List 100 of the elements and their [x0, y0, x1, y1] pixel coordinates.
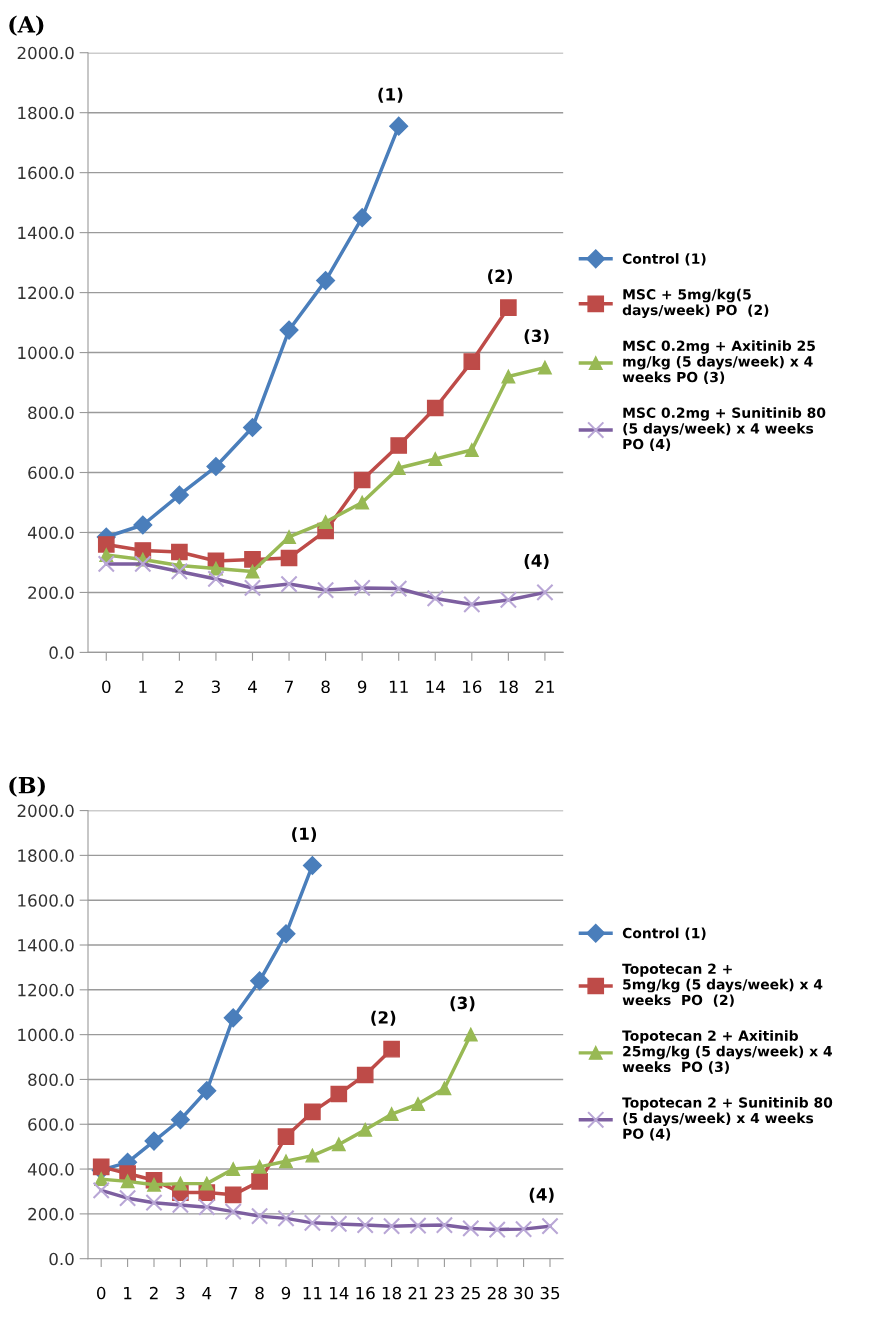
annotation: (3) [450, 996, 475, 1012]
point [244, 551, 261, 568]
legend-label: Topotecan 2 + Axitinib 25mg/kg (5 days/week) x 4 weeks PO (3) [622, 1030, 832, 1074]
point [358, 1122, 373, 1137]
point [331, 1137, 346, 1152]
point [411, 1097, 425, 1112]
point [251, 1173, 268, 1190]
point [384, 1107, 399, 1122]
annotation: (4) [524, 554, 549, 569]
x-tick-label: 0 [102, 680, 111, 694]
point [355, 495, 370, 510]
point [330, 1085, 348, 1103]
point [144, 1131, 164, 1151]
point [280, 549, 298, 567]
point [305, 1148, 320, 1163]
x-tick-label: 9 [281, 1286, 291, 1300]
x-tick-label: 23 [435, 1286, 454, 1300]
x-tick-label: 21 [408, 1286, 428, 1300]
y-tick-label: 1800.0 [18, 106, 74, 120]
legend-label: Topotecan 2 + 5mg/kg (5 days/week) x 4 weeks PO (2) [622, 963, 823, 1007]
annotation: (1) [292, 827, 317, 842]
legend-label: Control (1) [622, 253, 706, 266]
y-tick-label: 1800.0 [18, 849, 74, 862]
point [250, 971, 270, 991]
legend-label: MSC 0.2mg + Sunitinib 80 (5 days/week) x 4 weeks PO (4) [623, 407, 826, 451]
x-tick-label: 18 [382, 1286, 402, 1300]
x-tick-label: 18 [499, 680, 518, 694]
y-tick-label: 0.0 [49, 1252, 74, 1266]
annotation: (3) [524, 329, 549, 345]
point [92, 1158, 110, 1176]
y-tick-label: 2000.0 [17, 804, 74, 818]
x-tick-label: 1 [124, 1286, 132, 1300]
x-tick-label: 11 [303, 1286, 322, 1300]
y-tick-label: 1000.0 [18, 346, 74, 360]
point [428, 452, 443, 466]
point [242, 417, 263, 438]
point [197, 1081, 217, 1101]
point [537, 360, 552, 375]
x-tick-label: 2 [149, 1286, 158, 1300]
x-tick-label: 0 [97, 1286, 106, 1300]
x-tick-label: 8 [255, 1286, 264, 1300]
y-tick-label: 400.0 [27, 1163, 74, 1176]
y-tick-label: 200.0 [28, 1207, 74, 1221]
y-tick-label: 1000.0 [18, 1028, 74, 1042]
y-tick-label: 1200.0 [18, 286, 74, 300]
chart-title: (B) [9, 776, 45, 797]
x-tick-label: 25 [461, 1286, 480, 1300]
point [206, 456, 226, 477]
x-tick-label: 7 [285, 680, 293, 693]
point [426, 399, 444, 417]
point [463, 353, 481, 370]
x-tick-label: 11 [389, 680, 408, 693]
x-tick-label: 14 [330, 1286, 349, 1300]
y-tick-label: 200.0 [28, 586, 74, 600]
point [500, 299, 517, 316]
legend-label: MSC + 5mg/kg(5 days/week) PO (2) [622, 288, 769, 319]
point [389, 116, 409, 136]
y-tick-label: 1400.0 [18, 938, 74, 952]
x-tick-label: 21 [535, 680, 554, 693]
point [390, 437, 408, 454]
point [199, 1176, 214, 1191]
point [383, 1040, 400, 1058]
point [501, 369, 516, 384]
point [316, 271, 336, 291]
legend-label: Control (1) [622, 927, 706, 940]
point [304, 1103, 321, 1121]
annotation: (4) [529, 1187, 554, 1203]
point [173, 1176, 188, 1191]
point [223, 1008, 243, 1028]
point [282, 530, 296, 544]
point [318, 515, 333, 529]
annotation: (2) [371, 1010, 396, 1026]
y-tick-label: 1600.0 [18, 166, 74, 180]
point [464, 443, 479, 457]
y-tick-label: 2000.0 [17, 46, 74, 60]
point [147, 1177, 161, 1192]
x-tick-label: 8 [321, 680, 330, 694]
point [352, 208, 372, 228]
x-tick-label: 28 [487, 1286, 507, 1300]
point [279, 320, 299, 340]
y-tick-label: 600.0 [28, 1118, 74, 1131]
x-tick-label: 3 [211, 680, 220, 694]
y-tick-label: 1200.0 [18, 983, 74, 997]
point [120, 1174, 135, 1189]
point [171, 543, 188, 561]
x-tick-label: 1 [139, 680, 147, 693]
point [252, 1159, 267, 1174]
point [437, 1081, 452, 1096]
point [356, 1066, 374, 1084]
x-tick-label: 14 [426, 680, 445, 693]
point [226, 1162, 241, 1177]
legend-label: Topotecan 2 + Sunitinib 80 (5 days/week) x 4 weeks PO (4) [622, 1097, 833, 1141]
x-tick-label: 3 [176, 1286, 185, 1300]
point [279, 1154, 293, 1169]
point [277, 1128, 295, 1145]
y-tick-label: 0.0 [49, 646, 74, 659]
point [302, 855, 322, 875]
x-tick-label: 4 [202, 1286, 212, 1300]
point [353, 471, 371, 489]
point [391, 461, 406, 475]
